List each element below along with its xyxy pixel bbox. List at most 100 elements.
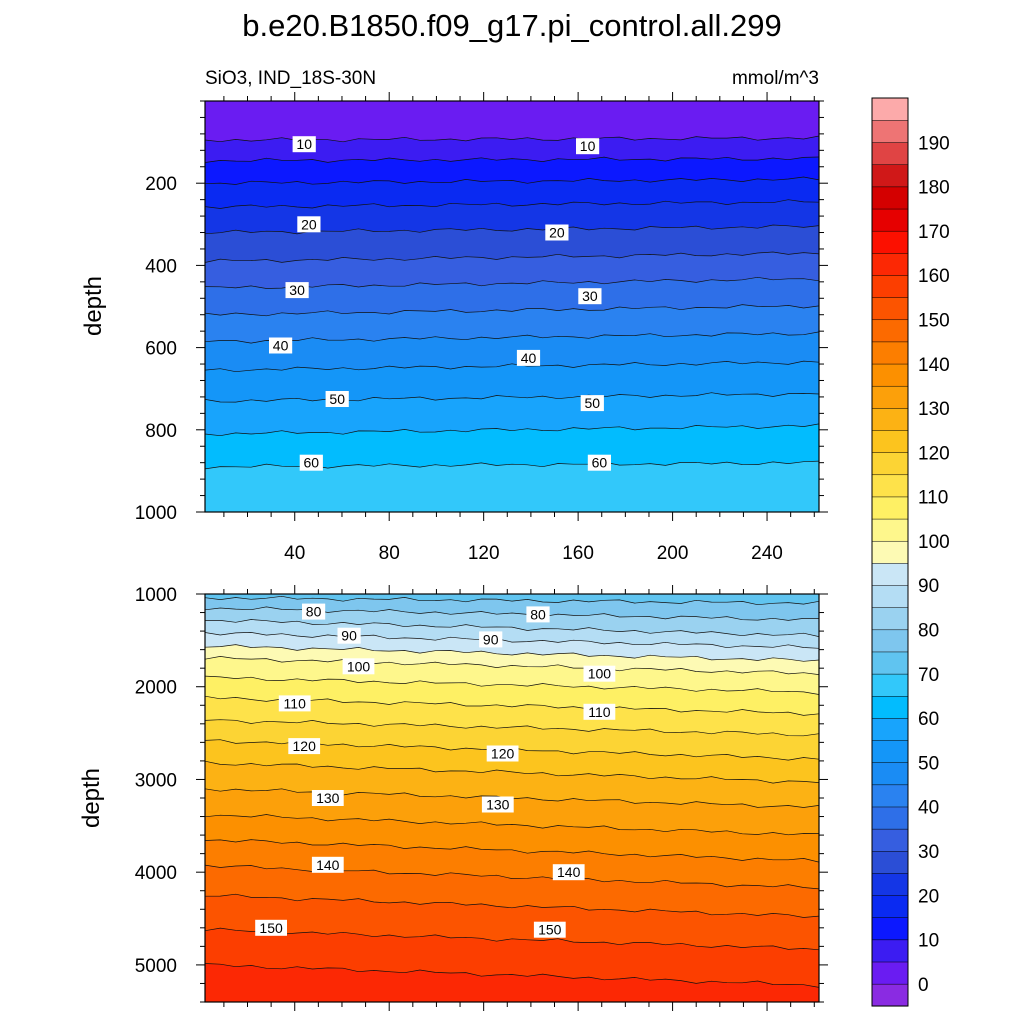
upper-panel-contour-label: 50	[585, 395, 601, 411]
y-tick-label: 200	[145, 174, 177, 195]
colorbar-swatch	[871, 230, 909, 254]
x-tick-label: 160	[562, 543, 594, 564]
colorbar-swatch	[871, 739, 909, 763]
lower-panel-contour-label-bg	[288, 738, 321, 755]
y-tick-label: 4000	[135, 863, 177, 884]
colorbar-swatch	[871, 540, 909, 564]
upper-panel-contour-label-bg	[269, 337, 293, 354]
colorbar-label: 120	[918, 443, 950, 464]
y-tick-label: 2000	[135, 678, 177, 699]
colorbar-swatch	[871, 429, 909, 453]
upper-panel-contour-label: 20	[549, 225, 565, 241]
lower-panel-contour-label-bg	[526, 606, 550, 623]
upper-panel-contour-line	[205, 156, 819, 163]
lower-panel-contour-label: 100	[588, 666, 612, 682]
upper-panel-contour-label-bg	[578, 288, 602, 305]
colorbar-swatch	[871, 629, 909, 653]
upper-panel-contour-label: 60	[304, 455, 320, 471]
colorbar-swatch	[871, 695, 909, 719]
upper-panel-contour-label: 60	[592, 455, 608, 471]
colorbar-swatch	[871, 186, 909, 210]
colorbar-label: 30	[918, 842, 939, 863]
colorbar-swatch	[871, 607, 909, 631]
upper-panel-contour-label: 30	[289, 282, 305, 298]
upper-panel-contour-labels: 10 10 20 20 30 30 40 40 50 50 60 60	[269, 136, 611, 471]
colorbar-swatch	[871, 252, 909, 276]
lower-panel-contour-labels: 80 80 90 90 100 100 110 110 120 120 130 130 140 140 15…	[255, 603, 616, 938]
colorbar-label: 130	[918, 399, 950, 420]
lower-panel-contour-label-bg	[583, 703, 616, 720]
lower-panel-contour-label: 130	[316, 790, 340, 806]
lower-panel-contour-line	[205, 963, 819, 988]
upper-panel-contour-line	[205, 423, 819, 437]
colorbar-swatch	[871, 784, 909, 808]
colorbar-label: 180	[918, 178, 950, 199]
colorbar-swatch	[871, 97, 909, 121]
colorbar-swatch	[871, 850, 909, 874]
colorbar-label: 100	[918, 532, 950, 553]
lower-panel-contour-label-bg	[481, 796, 514, 813]
lower-panel-contour-label-bg	[533, 921, 566, 938]
colorbar-swatch	[871, 518, 909, 542]
lower-panel-contour-lines	[205, 595, 819, 988]
lower-panel-contour-label: 150	[259, 920, 283, 936]
upper-panel-contour-label-bg	[516, 349, 541, 366]
x-tick-label: 80	[379, 543, 400, 564]
colorbar-swatch	[871, 142, 909, 165]
lower-panel-contour-label: 80	[530, 606, 546, 622]
colorbar-swatch	[871, 363, 909, 387]
upper-panel-contour-label-bg	[292, 136, 316, 153]
upper-panel-contour-label-bg	[325, 391, 349, 407]
colorbar-swatch	[871, 762, 909, 786]
upper-panel-contour-label-bg	[297, 216, 321, 233]
variable-label: SiO3, IND_18S-30N	[205, 68, 376, 89]
colorbar-swatch	[871, 274, 909, 298]
x-tick-label: 120	[468, 543, 500, 564]
lower-panel-contour-label: 110	[588, 704, 611, 720]
lower-panel-contour-label-bg	[311, 856, 344, 873]
lower-panel-contour-label-bg	[583, 665, 616, 682]
upper-panel-contour-line	[205, 199, 819, 209]
lower-panel-contour-label: 80	[306, 604, 322, 620]
y-tick-label: 800	[145, 421, 177, 442]
colorbar-label: 50	[918, 753, 939, 774]
upper-panel-contour-label-bg	[580, 395, 604, 412]
y-tick-label: 600	[145, 339, 177, 360]
colorbar-label: 90	[918, 576, 939, 597]
lower-panel-contour-label-bg	[342, 658, 375, 675]
units-label: mmol/m^3	[732, 68, 819, 89]
upper-panel-contour-lines	[205, 135, 819, 470]
y-tick-label: 3000	[135, 771, 177, 792]
upper-panel-contour-label-bg	[545, 224, 569, 241]
lower-panel-contour-label-bg	[479, 631, 503, 648]
lower-panel-contour-line	[205, 632, 819, 649]
lower-panel-contour-label-bg	[552, 864, 585, 881]
colorbar-swatch	[871, 828, 909, 852]
colorbar-label: 190	[918, 133, 950, 154]
colorbar-swatch	[871, 164, 909, 188]
upper-panel-ylabel: depth	[80, 276, 107, 336]
upper-panel-contour-label-bg	[299, 454, 323, 471]
upper-panel-contour-label: 10	[296, 136, 312, 152]
colorbar-swatch	[871, 651, 909, 675]
upper-panel-contour-label: 20	[301, 216, 317, 232]
y-tick-label: 1000	[135, 585, 177, 606]
colorbar-label: 110	[918, 488, 948, 509]
lower-panel-contour-line	[205, 893, 819, 918]
upper-panel-contour-label: 30	[582, 288, 598, 304]
colorbar-swatch	[871, 562, 909, 586]
lower-panel-contour-line	[205, 719, 819, 737]
colorbar-label: 20	[918, 886, 939, 907]
upper-panel: 10 10 20 20 30 30 40 40 50 50 60 60 40 80 120 160 200 24…	[80, 92, 828, 564]
colorbar-swatch	[871, 939, 909, 963]
upper-panel-contour-line	[205, 176, 819, 185]
upper-panel-contour-label: 50	[329, 391, 345, 407]
upper-panel-contour-label-bg	[285, 282, 309, 299]
chart-title: b.e20.B1850.f09_g17.pi_control.all.299	[242, 8, 782, 43]
lower-panel-contour-label: 130	[486, 797, 510, 813]
lower-panel-contour-label: 140	[557, 864, 581, 880]
upper-panel-contour-line	[205, 304, 819, 317]
lower-panel-contour-label-bg	[278, 695, 311, 712]
colorbar-swatch	[871, 717, 909, 741]
